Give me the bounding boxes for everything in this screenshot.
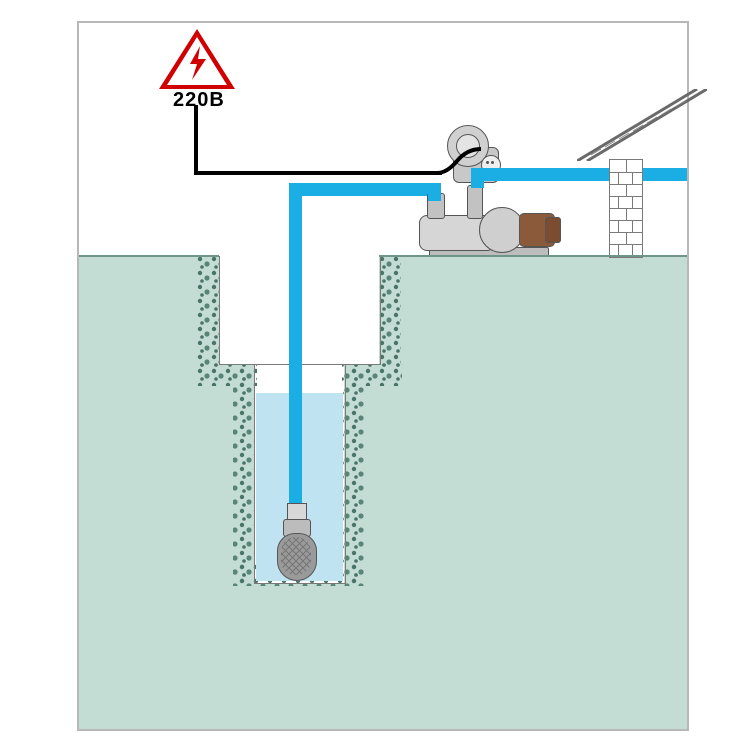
pump-inlet-connector — [428, 183, 441, 201]
suction-pipe-vertical — [289, 183, 302, 513]
diagram-frame: 220B — [77, 21, 689, 731]
house-roof — [577, 89, 707, 161]
voltage-label: 220B — [173, 89, 225, 112]
suction-pipe-horizontal — [289, 183, 434, 196]
power-cable-curve — [437, 141, 487, 179]
electrical-warning-sign: 220B — [159, 29, 239, 119]
lightning-bolt-icon — [186, 46, 210, 87]
power-cable-run — [194, 171, 442, 175]
surface-pump — [419, 199, 559, 256]
ground-line-left — [79, 255, 219, 257]
foot-valve — [277, 503, 315, 583]
diagram-canvas: 220B — [0, 0, 748, 748]
house-wall — [609, 159, 643, 258]
ground-line-right — [379, 255, 687, 257]
